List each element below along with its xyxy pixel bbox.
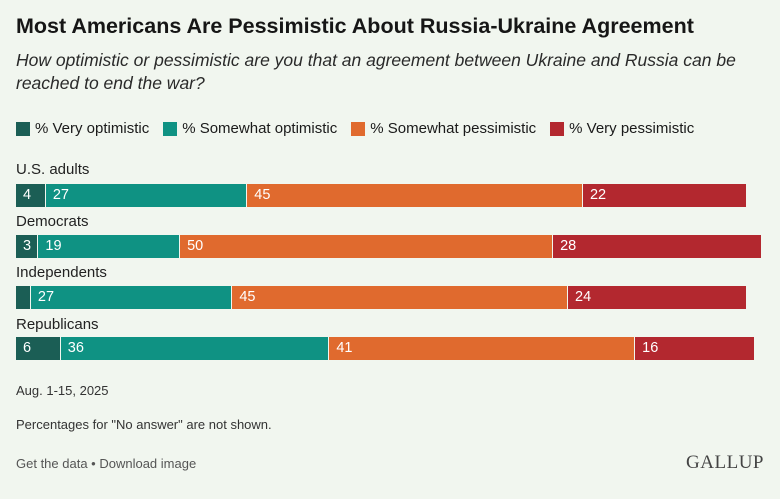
bar-segment-2-3: 24 <box>568 286 748 309</box>
group-label-1: Democrats <box>16 213 89 230</box>
bar-segment-3-3: 16 <box>635 337 755 360</box>
legend-item-0: % Very optimistic <box>16 120 149 137</box>
get-data-link[interactable]: Get the data <box>16 456 88 471</box>
legend-label-0: % Very optimistic <box>35 120 150 137</box>
legend-item-3: % Very pessimistic <box>550 120 694 137</box>
legend-item-2: % Somewhat pessimistic <box>351 120 536 137</box>
legend-swatch-1 <box>163 121 178 136</box>
footer-separator: • <box>87 456 100 471</box>
bar-segment-1-0: 3 <box>16 235 39 258</box>
footer-links: Get the data • Download image <box>16 456 196 471</box>
bar-segment-1-1: 19 <box>38 235 181 258</box>
bar-segment-1-2: 50 <box>180 235 554 258</box>
bar-segment-0-2: 45 <box>247 184 583 207</box>
bar-segment-3-2: 41 <box>329 337 636 360</box>
disclaimer-note: Percentages for "No answer" are not show… <box>16 417 272 432</box>
bar-segment-0-1: 27 <box>45 184 248 207</box>
chart-title: Most Americans Are Pessimistic About Rus… <box>16 14 694 38</box>
date-note: Aug. 1-15, 2025 <box>16 383 109 398</box>
legend-swatch-2 <box>351 121 366 136</box>
legend-label-3: % Very pessimistic <box>569 120 695 137</box>
chart-subtitle: How optimistic or pessimistic are you th… <box>16 50 736 93</box>
download-image-link[interactable]: Download image <box>99 456 197 471</box>
bar-segment-0-3: 22 <box>582 184 748 207</box>
bar-segment-0-0: 4 <box>16 184 46 207</box>
legend-label-2: % Somewhat pessimistic <box>370 120 537 137</box>
gallup-logo: GALLUP <box>686 452 764 473</box>
legend-label-1: % Somewhat optimistic <box>182 120 338 137</box>
bar-segment-2-2: 45 <box>232 286 569 309</box>
legend-item-1: % Somewhat optimistic <box>163 120 337 137</box>
legend-swatch-3 <box>550 121 565 136</box>
group-label-2: Independents <box>16 264 107 281</box>
bar-segment-1-3: 28 <box>553 235 762 258</box>
bar-segment-2-1: 27 <box>30 286 233 309</box>
bar-segment-2-0 <box>16 286 31 309</box>
legend-swatch-0 <box>16 121 30 136</box>
group-label-3: Republicans <box>16 316 99 333</box>
bar-segment-3-0: 6 <box>16 337 61 360</box>
group-label-0: U.S. adults <box>16 161 90 178</box>
legend: % Very optimistic % Somewhat optimistic % … <box>16 120 766 137</box>
bar-segment-3-1: 36 <box>60 337 330 360</box>
